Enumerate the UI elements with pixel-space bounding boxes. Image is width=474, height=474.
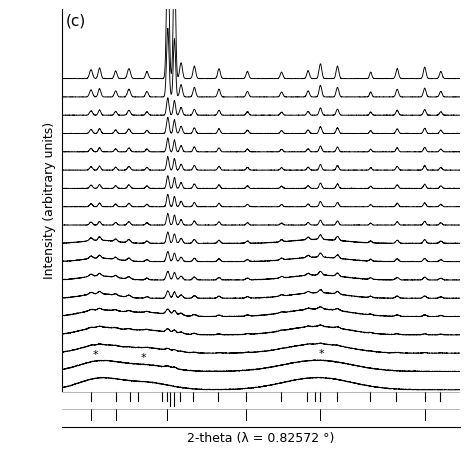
Y-axis label: Intensity (arbitrary units): Intensity (arbitrary units) [43,122,56,279]
Text: (c): (c) [65,13,86,28]
Text: *: * [319,349,324,359]
Text: *: * [140,353,146,363]
X-axis label: 2-theta (λ = 0.82572 °): 2-theta (λ = 0.82572 °) [187,432,334,445]
Text: *: * [93,350,99,360]
